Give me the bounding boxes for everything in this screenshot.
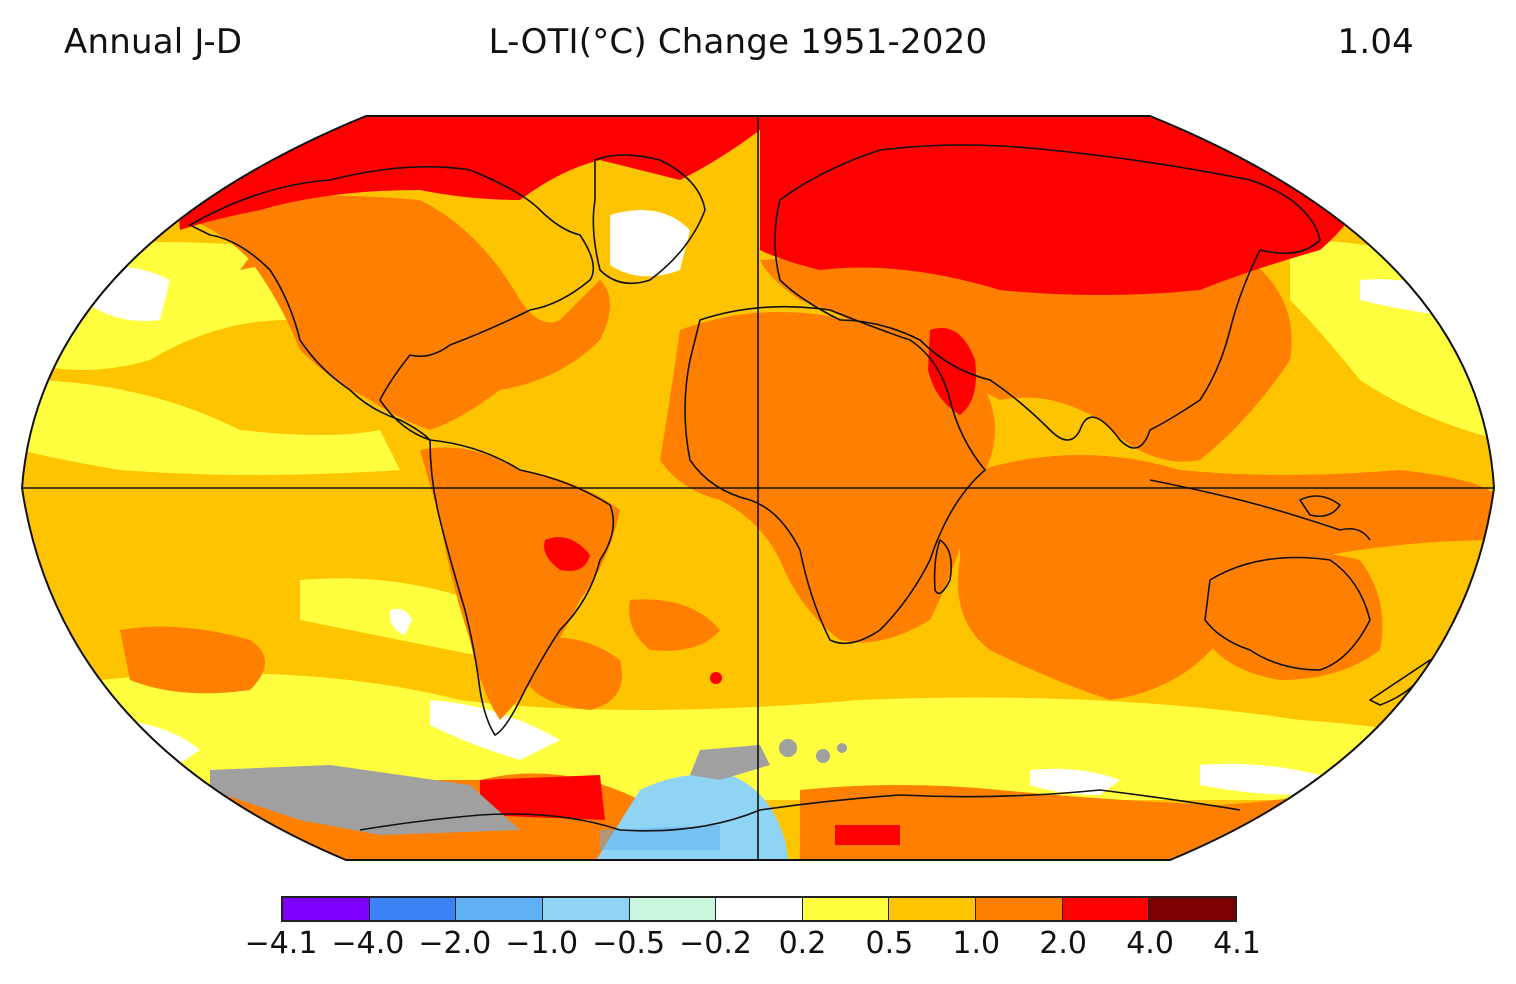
globe-outline [20,115,1496,861]
coastlines [189,144,1431,832]
legend-tick-label: 4.1 [1213,926,1261,961]
legend-swatch [456,898,543,920]
legend-swatch [1062,898,1150,920]
legend-tick-label: −0.5 [592,926,666,961]
period-label: Annual J-D [64,22,243,62]
temperature-change-map [20,115,1496,861]
legend-swatch [369,898,457,920]
legend-tick-label: 0.5 [865,926,914,961]
global-mean-value: 1.04 [1337,22,1414,62]
legend-tick-label: −1.0 [505,926,579,961]
legend-swatch [802,898,890,920]
legend-swatch [889,898,977,920]
legend-swatch [976,898,1063,920]
legend-tick-label: 1.0 [952,926,1001,961]
legend-swatch [1149,898,1236,920]
legend-tick-label: −2.0 [418,926,492,961]
legend-tick-label: 4.0 [1126,926,1174,961]
legend-tick-label: −4.0 [331,926,405,961]
legend-swatch [542,898,630,920]
legend-swatch [283,898,370,920]
legend-swatch [716,898,803,920]
legend-tick-label: 2.0 [1039,926,1088,961]
color-scale-bar [281,896,1237,922]
map-title: L-OTI(°C) Change 1951-2020 [488,22,988,62]
legend-tick-label: 0.2 [778,926,827,961]
legend-tick-label: −4.1 [244,926,318,961]
legend-swatch [629,898,717,920]
legend-tick-label: −0.2 [679,926,752,961]
